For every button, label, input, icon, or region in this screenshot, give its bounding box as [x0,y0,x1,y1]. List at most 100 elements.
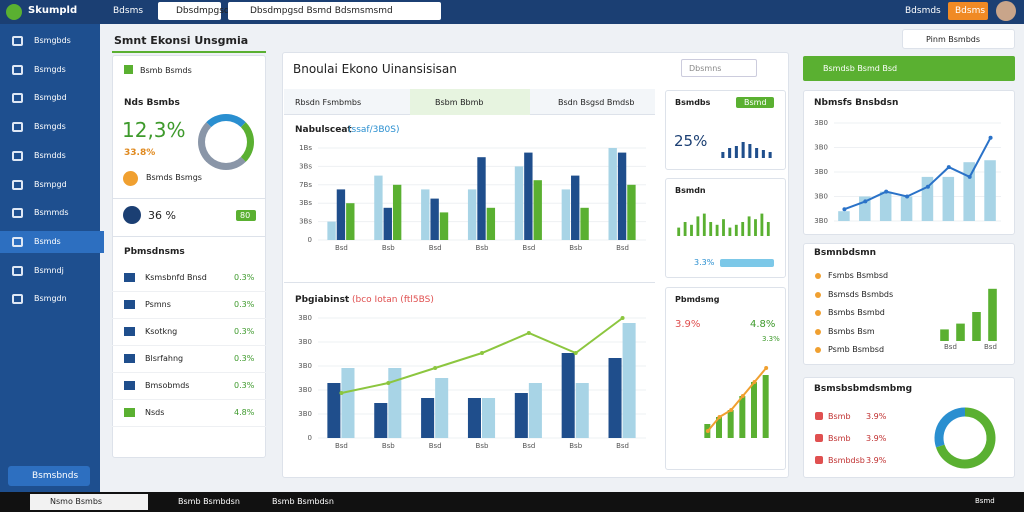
y-tick-label: 3B0 [298,362,312,370]
y-tick-label: 0 [308,434,312,442]
row-icon [124,354,135,363]
list-title: Pbmsdnsms [124,247,185,257]
card-title: Bsmdbs [675,98,711,107]
bar [514,393,528,438]
sidebar-icon [12,150,23,161]
sidebar-item[interactable]: Bsmgbds [34,36,71,45]
bar [709,222,713,236]
x-tick-label: Bsd [429,244,442,252]
tab-active[interactable] [410,89,530,115]
taskbar-app[interactable]: Bsmb Bsmbdsn [178,497,240,506]
card-value: 25% [674,132,708,150]
bar [617,152,627,240]
page-title: Smnt Ekonsi Unsgmia [114,34,249,47]
search-box[interactable] [158,2,221,20]
bar [622,323,636,438]
bullet [815,273,821,279]
y-tick-label: 3B0 [814,193,828,201]
taskbar-search[interactable] [30,494,148,510]
bar [859,196,871,221]
underline [112,51,266,53]
bar [728,148,732,158]
row-icon [815,456,823,464]
bar [760,213,764,236]
button[interactable] [902,29,1015,49]
x-tick-label: Bsb [476,442,489,450]
point [573,351,578,355]
point [967,174,972,179]
bar [900,196,913,221]
avatar[interactable] [996,1,1016,21]
sidebar-active [0,230,104,253]
tab[interactable]: Bsbm Bbmb [435,98,484,107]
line [341,317,624,394]
axis-label: Bsd [984,343,997,351]
sidebar-item[interactable]: Bsmgds [34,64,66,74]
bar [721,152,725,158]
list-item: Bsmbs Bsm [828,326,875,336]
sidebar-item[interactable]: Bsmdds [34,150,66,160]
point [620,316,625,320]
taskbar-app[interactable]: Bsmb Bsmbdsn [272,497,334,506]
search-text: Dbsdmpgsd Bsmd Bdsmsmsmd [250,6,393,16]
divider [112,372,266,373]
y-tick-label: 3B0 [814,217,828,225]
icon [123,206,141,224]
sidebar-icon [12,208,23,219]
search-box[interactable] [681,59,757,77]
sidebar-icon [12,93,23,104]
point [526,331,531,335]
card-title: Bsmsbsbmdsmbmg [814,384,913,394]
button[interactable] [803,56,1015,81]
x-tick-label: Bsb [476,244,489,252]
sidebar-item[interactable]: Bsmpgd [34,179,67,189]
menu[interactable]: Bdsms [113,6,144,16]
point [705,429,710,433]
row-icon [124,273,135,282]
tab[interactable]: Bsdn Bsgsd Bmdsb [558,98,635,107]
point [905,194,910,199]
card-title: Nbmsfs Bnsbdsn [814,98,899,108]
row-label: Bsmbdsb [828,456,865,465]
button-text: Bsmdsb Bsmd Bsd [823,64,898,73]
bar [716,417,722,438]
bar [762,375,769,438]
kpi-value: 12,3% [122,118,186,142]
button[interactable] [948,2,988,20]
user[interactable]: Bdsmds [905,6,941,16]
sidebar-item[interactable]: Bsmgds [34,122,66,132]
top-bar [0,0,1024,24]
point [946,165,951,170]
row-value: 0.3% [234,300,255,309]
x-tick-label: Bsd [616,244,629,252]
search-box[interactable] [228,2,441,20]
bar [747,216,751,236]
x-tick-label: Bsd [429,442,442,450]
sidebar-item[interactable]: Bsmgbd [34,93,67,103]
sidebar-item[interactable]: Bsmgdn [34,294,67,304]
bullet [815,291,821,298]
sidebar-item[interactable]: Bsmds [34,236,61,246]
bar [722,219,725,236]
point [480,351,484,355]
row-icon [124,381,135,390]
bar [467,398,481,438]
row-label: Bsmb [828,412,851,421]
x-tick-label: Bsb [382,442,395,450]
clock: Bsmd [975,497,995,505]
sidebar-footer[interactable] [8,466,90,486]
sidebar-icon [12,36,23,46]
kpi2-badge: 80 [240,211,251,220]
row-label: Psmns [145,300,171,309]
bar-line-chart: 3B0 3B0 3B0 3B0 3B0 0 Bsd Bsb Bsd Bsb Bsd Bsb Bsd [298,314,646,450]
sidebar-item[interactable]: Bsmmds [34,208,69,218]
tab[interactable]: Rbsdn Fsmbmbs [295,98,362,107]
point [717,415,722,419]
sidebar-item[interactable]: Bsmndj [34,265,64,275]
mini-bars [940,288,997,341]
bar [486,207,496,240]
bar [421,189,430,240]
x-tick-label: Bsb [382,244,395,252]
badge-text: Bsmd [744,98,767,107]
card-value: 3.3% [694,258,715,267]
